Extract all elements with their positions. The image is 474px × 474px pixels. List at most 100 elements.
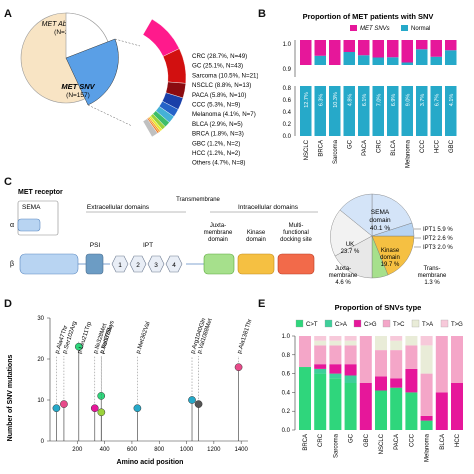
d-mutation-dot (133, 404, 142, 413)
b-bar-value-label: 6.9% (391, 94, 397, 107)
pie-kinase-t1: Kinase (381, 248, 400, 254)
e-bar-segment (435, 336, 448, 393)
ipt-domain-box (129, 255, 147, 273)
e-bar-segment (375, 376, 387, 391)
e-legend-label: T>C (393, 322, 405, 328)
snv-cancer-label: Sarcoma (10.5%, N=21) (192, 72, 258, 79)
b-bar-bottom (314, 86, 326, 136)
pie-ipt2: IPT2 2.6 % (423, 236, 453, 242)
b-bar-value-label: 3.7% (420, 94, 426, 107)
pie-kinase-slice (371, 235, 415, 276)
b-bar-bottom (358, 86, 370, 136)
receptor-title: MET receptor (18, 189, 63, 196)
snv-cancer-label: Others (4.7%, N=8) (192, 160, 245, 167)
b-bar-top-normal (343, 52, 355, 65)
d-mutation-dot (90, 404, 99, 413)
e-bar-segment (420, 373, 433, 416)
e-legend-swatch (353, 319, 362, 328)
e-bar-segment (344, 345, 357, 365)
legend-b-snv-label: MET SNVs (360, 26, 390, 32)
pie-uk-slice (330, 209, 373, 257)
panel-b-chart: Proportion of MET patients with SNV MET … (283, 12, 457, 168)
e-bar-segment (344, 364, 357, 376)
b-category-label: Sarcoma (333, 139, 339, 164)
e-bar-segment (420, 420, 433, 430)
e-bar-segment (299, 336, 311, 368)
kinase-text-1: Kinase (247, 230, 266, 236)
b-bar-bottom (387, 86, 399, 136)
e-legend-swatch (440, 319, 449, 328)
e-legend-label: T>A (422, 322, 433, 328)
e-bar-segment (390, 350, 403, 379)
snv-cancer-label: PACA (5.8%, N=10) (192, 92, 246, 99)
chart-e-title: Proportion of SNVs type (335, 303, 422, 312)
d-mutation-dot (97, 408, 106, 417)
domain-pie-chart: SEMA domain 40.1 % UK 23.7 % Juxta- memb… (329, 193, 453, 286)
d-xtick-label: 800 (154, 447, 165, 453)
e-bar-segment (451, 383, 463, 430)
sema-domain-beta (19, 253, 79, 275)
e-bar-segment (390, 378, 403, 388)
pie-sema-t1: SEMA (371, 209, 390, 216)
ipt-number: 4 (172, 262, 176, 269)
e-category-label: CRC (318, 433, 324, 447)
juxta-text-3: domain (208, 237, 228, 243)
e-bar-segment (344, 340, 357, 346)
e-category-label: HCC (455, 433, 461, 447)
sema-label: SEMA (22, 204, 41, 211)
pie-ipt-thin (371, 222, 415, 237)
panel-letter-a: A (4, 8, 12, 20)
b-category-label: CCC (420, 139, 426, 153)
snv-title: MET SNV (61, 82, 95, 91)
multi-text-3: docking site (280, 237, 312, 243)
d-ytick-label: 30 (37, 316, 44, 322)
e-category-label: GC (349, 433, 355, 443)
e-ytick-label: 0.8 (282, 353, 291, 359)
d-mutation-dot (60, 400, 68, 408)
panel-letter-e: E (258, 298, 266, 310)
e-bar-segment (405, 336, 418, 346)
b-bar-bottom (372, 86, 384, 136)
kinase-text-2: domain (246, 237, 266, 243)
e-bar-segment (314, 336, 327, 341)
d-ticks: 0 10 20 30 200 400 600 800 1000 1200 1400 (37, 316, 248, 453)
legend-b-normal-swatch (401, 25, 408, 31)
d-xtick-label: 1000 (180, 447, 194, 453)
b-bar-top-normal (430, 56, 442, 65)
e-bar-segment (314, 340, 327, 346)
b-bar-top-snv (416, 40, 428, 50)
juxta-text-1: Juxta- (210, 223, 226, 229)
tick-b-top-2: 0.9 (283, 67, 292, 73)
e-legend-swatch (324, 319, 333, 328)
e-bar-segment (390, 336, 403, 341)
b-bar-top-normal (401, 62, 413, 65)
e-bar-segment (420, 415, 433, 421)
panel-a-figure: MET Aberration (N=212) MET SNV (N=157) C… (20, 12, 258, 167)
pie-juxta-slice (334, 235, 373, 279)
panel-letter-b: B (258, 8, 266, 20)
e-bar-segment (375, 336, 387, 351)
e-bar-segment (359, 383, 372, 430)
legend-b-normal-label: Normal (411, 26, 430, 32)
juxta-text-2: membrane (204, 230, 233, 236)
snv-cancer-label: NSCLC (8.8%, N=13) (192, 82, 251, 89)
b-bar-value-label: 6.3% (318, 94, 324, 107)
b-category-label: GBC (449, 139, 455, 153)
d-mutation-label: p.Met362Val (136, 321, 152, 354)
b-bar-top-normal (358, 55, 370, 65)
snv-cancer-label: GBC (1.2%, N=2) (192, 140, 240, 147)
e-bar-segment (420, 345, 433, 374)
pie-ipt1: IPT1 5.9 % (423, 227, 453, 233)
legend-b-snv-swatch (350, 25, 357, 31)
e-legend-label: C>A (335, 322, 347, 328)
ipt-domain-box (165, 255, 183, 273)
e-category-label: GBC (364, 433, 370, 447)
psi-label: PSI (90, 242, 101, 249)
b-category-label: GC (347, 139, 353, 149)
e-bar-segment (375, 390, 387, 430)
kinase-domain (237, 253, 275, 275)
b-category-label: NSCLC (304, 139, 310, 160)
b-bar-value-label: 12.7% (304, 92, 310, 108)
e-ytick-label: 0.6 (282, 372, 291, 378)
b-category-label: CRC (376, 139, 382, 153)
